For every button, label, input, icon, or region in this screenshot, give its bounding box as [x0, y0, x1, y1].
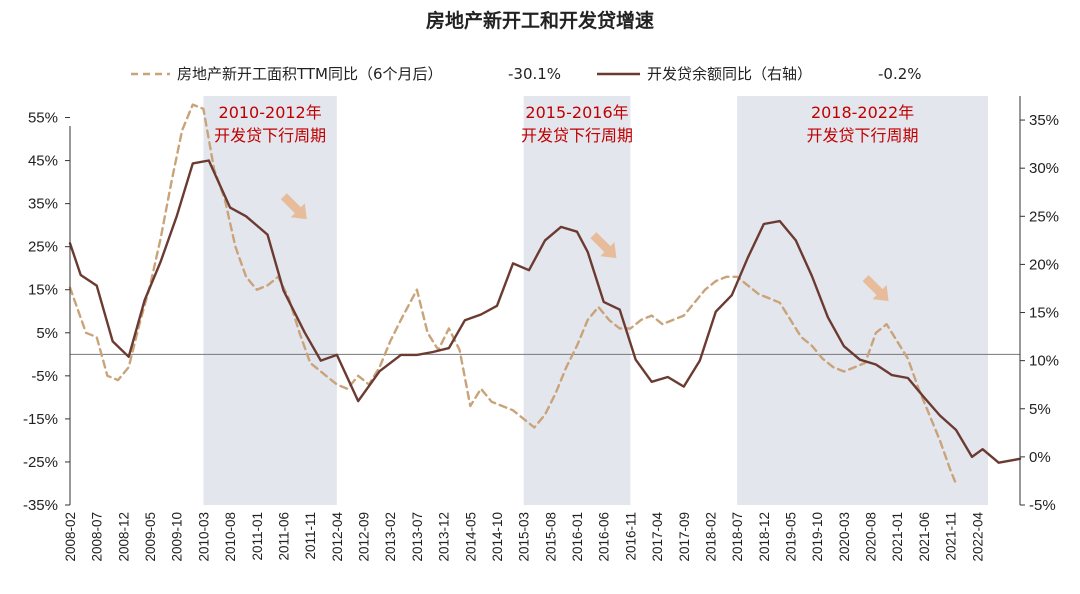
- trend-arrow-1: [280, 193, 307, 220]
- y-left-tick-label: -35%: [23, 497, 58, 514]
- legend-value-2: -0.2%: [878, 65, 922, 83]
- x-tick-label: 2009-10: [170, 512, 185, 562]
- y-right-tick-label: 25%: [1029, 208, 1059, 225]
- y-left-ticks: 55% 45% 35% 25% 15% 5% -5% -15% -25% -35%: [23, 110, 70, 514]
- y-right-tick-label: 20%: [1029, 256, 1059, 273]
- x-tick-label: 2014-05: [463, 512, 478, 562]
- series-line-dev-loans: [68, 159, 1022, 464]
- chart-title: 房地产新开工和开发贷增速: [426, 9, 654, 32]
- x-tick-label: 2009-05: [143, 512, 158, 562]
- y-right-tick-label: 5%: [1029, 401, 1051, 418]
- legend-label-2: 开发贷余额同比（右轴）: [647, 65, 812, 83]
- series-layer: [68, 103, 1022, 486]
- x-tick-label: 2016-11: [623, 512, 638, 561]
- x-tick-label: 2019-05: [784, 512, 799, 562]
- y-right-tick-label: 35%: [1029, 112, 1059, 129]
- legend: 房地产新开工面积TTM同比（6个月后） -30.1% 开发贷余额同比（右轴） -…: [131, 65, 922, 83]
- legend-label-1: 房地产新开工面积TTM同比（6个月后）: [177, 65, 443, 83]
- shaded-periods: [203, 96, 988, 505]
- shade-label-2-line1: 2015-2016年: [525, 103, 628, 122]
- x-tick-label: 2016-06: [597, 512, 612, 562]
- x-tick-label: 2020-03: [837, 512, 852, 562]
- shade-label-3-line1: 2018-2022年: [811, 103, 914, 122]
- y-left-tick-label: -5%: [31, 368, 58, 385]
- x-tick-label: 2020-08: [864, 512, 879, 562]
- x-tick-label: 2021-06: [917, 512, 932, 562]
- x-tick-label: 2012-09: [357, 512, 372, 562]
- y-left-tick-label: 5%: [36, 325, 58, 342]
- x-tick-label: 2011-01: [250, 512, 265, 561]
- shade-label-1-line2: 开发贷下行周期: [214, 126, 326, 145]
- x-tick-label: 2012-04: [330, 512, 345, 562]
- trend-arrow-2: [590, 232, 617, 259]
- axes: [69, 96, 1021, 505]
- x-tick-label: 2021-11: [944, 512, 959, 561]
- x-tick-label: 2008-02: [63, 512, 78, 562]
- shaded-period-1: [203, 96, 337, 505]
- x-tick-label: 2013-07: [410, 512, 425, 562]
- x-tick-label: 2016-01: [570, 512, 585, 562]
- trend-arrow-3: [862, 275, 889, 302]
- x-tick-label: 2008-07: [90, 512, 105, 562]
- y-left-tick-label: 45%: [28, 153, 58, 170]
- x-tick-label: 2021-01: [890, 512, 905, 562]
- y-left-tick-label: 25%: [28, 239, 58, 256]
- shaded-period-2: [523, 96, 631, 505]
- x-tick-label: 2015-08: [543, 512, 558, 562]
- x-tick-label: 2013-02: [383, 512, 398, 562]
- y-right-tick-label: 0%: [1029, 449, 1051, 466]
- x-tick-label: 2011-11: [303, 512, 318, 560]
- trend-arrows: [280, 193, 889, 302]
- shade-label-2-line2: 开发贷下行周期: [521, 126, 633, 145]
- x-tick-label: 2019-10: [810, 512, 825, 562]
- x-ticks: 2008-02 2008-07 2008-12 2009-05 2009-10 2010-…: [63, 512, 985, 562]
- x-tick-label: 2018-02: [703, 512, 718, 562]
- y-right-tick-label: 30%: [1029, 160, 1059, 177]
- y-left-tick-label: -15%: [23, 411, 58, 428]
- legend-value-1: -30.1%: [508, 65, 561, 83]
- x-tick-label: 2018-07: [730, 512, 745, 562]
- x-tick-label: 2010-08: [223, 512, 238, 562]
- y-right-ticks: 35% 30% 25% 20% 15% 10% 5% 0% -5%: [1020, 112, 1059, 514]
- x-tick-label: 2010-03: [196, 512, 211, 562]
- x-tick-label: 2017-04: [650, 512, 665, 562]
- shade-label-3-line2: 开发贷下行周期: [807, 126, 919, 145]
- y-left-tick-label: -25%: [23, 454, 58, 471]
- x-tick-label: 2022-04: [970, 512, 985, 562]
- shade-label-1-line1: 2010-2012年: [219, 103, 322, 122]
- y-left-tick-label: 55%: [28, 110, 58, 127]
- y-left-tick-label: 15%: [28, 282, 58, 299]
- x-tick-label: 2017-09: [677, 512, 692, 562]
- x-tick-label: 2013-12: [437, 512, 452, 562]
- y-right-tick-label: -5%: [1029, 497, 1056, 514]
- x-tick-label: 2008-12: [116, 512, 131, 562]
- x-tick-label: 2015-03: [517, 512, 532, 562]
- shaded-period-3: [737, 96, 988, 505]
- y-left-tick-label: 35%: [28, 196, 58, 213]
- y-right-tick-label: 10%: [1029, 353, 1059, 370]
- x-tick-label: 2011-06: [277, 512, 292, 561]
- y-right-tick-label: 15%: [1029, 305, 1059, 322]
- shade-labels: 2010-2012年开发贷下行周期2015-2016年开发贷下行周期2018-2…: [214, 103, 918, 145]
- x-tick-label: 2018-12: [757, 512, 772, 562]
- x-tick-label: 2014-10: [490, 512, 505, 562]
